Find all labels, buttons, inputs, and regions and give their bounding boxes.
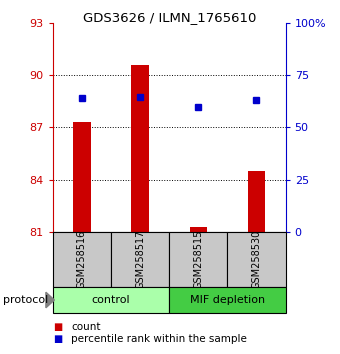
Bar xyxy=(53,287,169,313)
Bar xyxy=(169,232,227,287)
Text: ■: ■ xyxy=(53,322,62,332)
Bar xyxy=(73,122,90,232)
Text: GSM258516: GSM258516 xyxy=(77,230,87,289)
Text: GSM258515: GSM258515 xyxy=(193,230,203,289)
Bar xyxy=(248,171,265,232)
Text: ■: ■ xyxy=(53,334,62,344)
Text: GSM258530: GSM258530 xyxy=(252,230,261,289)
Bar xyxy=(53,232,111,287)
Text: protocol: protocol xyxy=(3,295,49,305)
Bar xyxy=(189,227,207,232)
Text: control: control xyxy=(91,295,130,305)
Text: GSM258517: GSM258517 xyxy=(135,230,145,289)
Bar xyxy=(169,287,286,313)
Text: count: count xyxy=(71,322,101,332)
Bar xyxy=(131,65,149,232)
Bar xyxy=(227,232,286,287)
Text: MIF depletion: MIF depletion xyxy=(190,295,265,305)
Text: GDS3626 / ILMN_1765610: GDS3626 / ILMN_1765610 xyxy=(83,11,257,24)
Text: percentile rank within the sample: percentile rank within the sample xyxy=(71,334,247,344)
Bar xyxy=(111,232,169,287)
